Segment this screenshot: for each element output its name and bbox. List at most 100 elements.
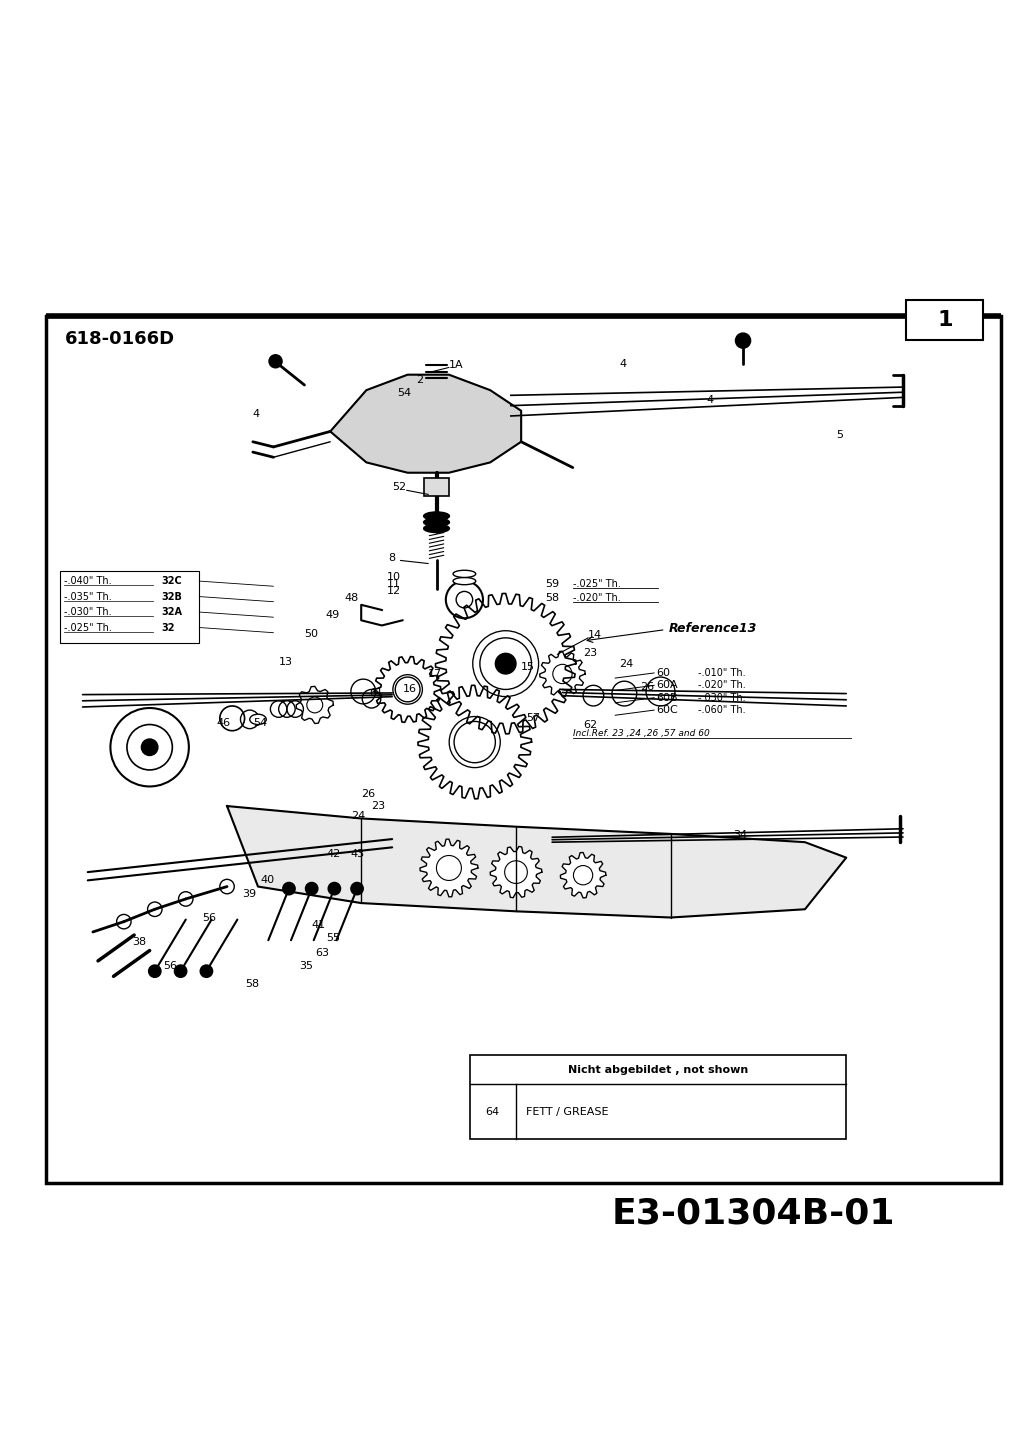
Text: 11: 11 — [387, 579, 401, 589]
Text: 23: 23 — [372, 802, 386, 812]
Text: 8: 8 — [388, 553, 395, 563]
Circle shape — [200, 965, 213, 977]
Circle shape — [736, 333, 750, 347]
Polygon shape — [227, 806, 846, 917]
Bar — [906, 301, 983, 340]
Text: 62: 62 — [583, 719, 598, 729]
Circle shape — [149, 965, 161, 977]
Text: -.010" Th.: -.010" Th. — [698, 669, 745, 679]
Text: 58: 58 — [545, 593, 559, 602]
Ellipse shape — [424, 512, 450, 519]
Text: 26: 26 — [640, 683, 654, 692]
Text: 10: 10 — [387, 572, 401, 582]
Text: Reference13: Reference13 — [669, 622, 757, 635]
Text: 58: 58 — [246, 978, 260, 988]
Text: 45: 45 — [142, 748, 157, 757]
Ellipse shape — [250, 715, 266, 725]
Text: 39: 39 — [243, 888, 257, 899]
Text: 48: 48 — [345, 593, 359, 602]
Text: 23: 23 — [583, 648, 598, 658]
Text: 26: 26 — [361, 789, 376, 799]
Polygon shape — [540, 651, 585, 696]
Text: 32B: 32B — [161, 592, 182, 602]
Bar — [470, 1055, 846, 1139]
Circle shape — [141, 739, 158, 755]
Polygon shape — [330, 375, 521, 473]
Circle shape — [269, 355, 282, 368]
Text: 43: 43 — [351, 848, 365, 858]
Text: 4: 4 — [707, 395, 714, 405]
Text: 40: 40 — [260, 875, 275, 886]
Text: -.025" Th.: -.025" Th. — [573, 579, 620, 589]
Text: 60A: 60A — [656, 680, 678, 690]
Text: 50: 50 — [304, 628, 319, 638]
Text: 56: 56 — [202, 913, 217, 923]
Circle shape — [283, 883, 295, 894]
Text: 14: 14 — [588, 629, 603, 640]
Text: Nicht abgebildet , not shown: Nicht abgebildet , not shown — [568, 1065, 748, 1075]
Text: 24: 24 — [351, 812, 365, 822]
Circle shape — [174, 965, 187, 977]
Polygon shape — [296, 686, 333, 724]
Text: 57: 57 — [526, 713, 541, 724]
Text: 34: 34 — [733, 831, 747, 839]
Text: 1: 1 — [937, 310, 953, 330]
Text: 42: 42 — [326, 848, 341, 858]
Circle shape — [328, 883, 341, 894]
Text: 2: 2 — [416, 375, 423, 385]
Text: -.030" Th.: -.030" Th. — [698, 693, 745, 703]
Text: -.020" Th.: -.020" Th. — [573, 593, 620, 602]
Text: 60: 60 — [656, 669, 671, 679]
Polygon shape — [436, 593, 576, 734]
Text: 16: 16 — [402, 684, 417, 695]
Text: 4: 4 — [253, 410, 260, 418]
Text: 54: 54 — [253, 719, 267, 728]
Text: Incl.Ref. 23 ,24 ,26 ,57 and 60: Incl.Ref. 23 ,24 ,26 ,57 and 60 — [573, 729, 710, 738]
Ellipse shape — [453, 577, 476, 585]
Polygon shape — [418, 686, 531, 799]
Text: 46: 46 — [217, 719, 231, 728]
Text: 52: 52 — [392, 482, 407, 492]
Text: 59: 59 — [545, 579, 559, 589]
Polygon shape — [420, 839, 478, 897]
Text: 61: 61 — [369, 687, 384, 697]
Text: 38: 38 — [132, 938, 147, 948]
Text: 17: 17 — [428, 669, 443, 679]
Text: FETT / GREASE: FETT / GREASE — [526, 1107, 609, 1117]
Text: 4: 4 — [619, 359, 626, 369]
Text: 60C: 60C — [656, 705, 678, 715]
Bar — [46, 315, 1001, 1182]
Text: 35: 35 — [299, 961, 314, 971]
Polygon shape — [375, 657, 441, 722]
Text: -.040" Th.: -.040" Th. — [64, 576, 111, 586]
Text: -.060" Th.: -.060" Th. — [698, 705, 745, 715]
Text: 618-0166D: 618-0166D — [65, 330, 175, 347]
Bar — [424, 478, 449, 496]
Text: 49: 49 — [325, 611, 340, 621]
Text: 41: 41 — [312, 920, 326, 930]
Text: 56: 56 — [163, 961, 178, 971]
Polygon shape — [560, 852, 606, 899]
Ellipse shape — [424, 518, 450, 527]
Text: 55: 55 — [326, 933, 341, 943]
Text: 32A: 32A — [161, 608, 182, 616]
Text: 32: 32 — [161, 622, 174, 632]
Text: 64: 64 — [486, 1107, 499, 1117]
Text: -.025" Th.: -.025" Th. — [64, 622, 111, 632]
Text: 63: 63 — [315, 948, 329, 958]
Circle shape — [495, 654, 516, 674]
Bar — [60, 570, 199, 642]
Text: 60B: 60B — [656, 693, 678, 703]
Text: E3-01304B-01: E3-01304B-01 — [612, 1197, 895, 1231]
Text: 54: 54 — [397, 388, 412, 398]
Text: -.020" Th.: -.020" Th. — [698, 680, 745, 690]
Text: 32C: 32C — [161, 576, 182, 586]
Ellipse shape — [453, 570, 476, 577]
Text: 13: 13 — [279, 657, 293, 667]
Text: -.030" Th.: -.030" Th. — [64, 608, 111, 616]
Text: 24: 24 — [619, 658, 634, 669]
Text: 15: 15 — [521, 661, 536, 671]
Text: 12: 12 — [387, 586, 401, 596]
Polygon shape — [490, 846, 542, 897]
Circle shape — [305, 883, 318, 894]
